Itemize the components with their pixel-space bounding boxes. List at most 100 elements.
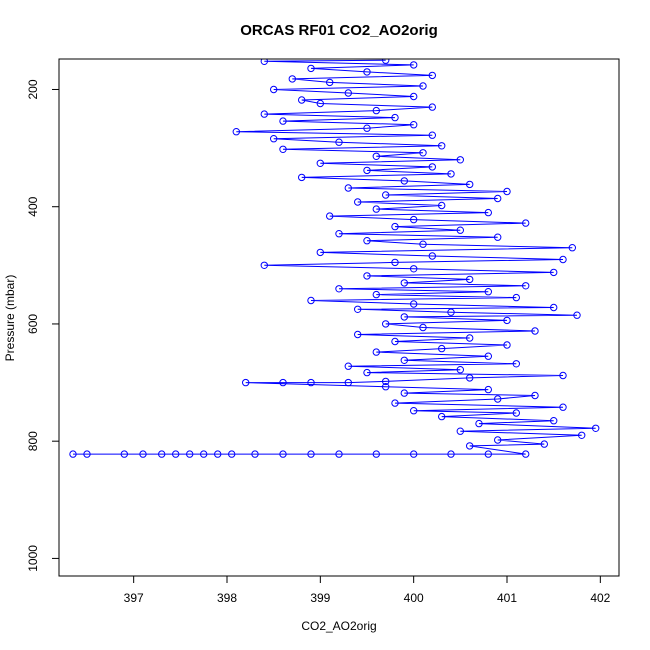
data-point [592, 424, 600, 432]
data-point [522, 282, 530, 290]
data-point [372, 205, 380, 213]
data-point [484, 208, 492, 217]
data-point [466, 334, 474, 342]
data-point [391, 258, 399, 267]
data-point [120, 450, 129, 458]
data-point [410, 215, 418, 224]
data-point [363, 368, 371, 377]
data-point [410, 300, 418, 308]
data-point [447, 450, 455, 458]
y-axis: 200 400 600 800 1000 [26, 79, 59, 572]
data-point [540, 440, 548, 448]
data-point [428, 71, 436, 80]
data-point [344, 362, 352, 370]
data-point [466, 275, 474, 284]
data-point [456, 427, 464, 435]
data-point [419, 240, 427, 248]
data-point [512, 409, 520, 417]
data-point [335, 450, 343, 458]
y-axis-label: Pressure (mbar) [3, 275, 17, 362]
y-tick-label: 400 [26, 196, 40, 216]
data-point [550, 417, 558, 425]
data-point [354, 305, 362, 313]
series-line [73, 59, 596, 455]
data-point [494, 395, 502, 403]
data-point [382, 383, 390, 391]
data-point [391, 337, 399, 346]
data-point [200, 450, 208, 458]
data-point [484, 288, 492, 296]
data-point [428, 103, 436, 111]
x-tick-label: 397 [124, 591, 144, 605]
x-tick-label: 400 [404, 591, 424, 605]
data-point [419, 149, 427, 157]
data-point [335, 230, 343, 238]
data-point [568, 244, 576, 252]
y-tick-label: 1000 [26, 545, 40, 572]
data-point [372, 450, 380, 458]
data-point [410, 92, 418, 101]
data-point [382, 320, 390, 328]
data-point [382, 191, 390, 199]
data-point [335, 285, 343, 293]
data-point [279, 378, 287, 387]
data-point [363, 68, 371, 76]
data-point [335, 138, 343, 146]
data-point [475, 419, 483, 428]
data-point [251, 450, 259, 458]
data-point [279, 450, 287, 458]
data-point [363, 124, 371, 132]
y-tick-label: 200 [26, 79, 40, 99]
x-tick-label: 398 [217, 591, 237, 605]
data-point [372, 348, 380, 356]
data-point [438, 201, 446, 210]
data-point [559, 403, 567, 411]
data-point [484, 352, 492, 360]
data-point [316, 248, 324, 257]
data-point [400, 177, 408, 185]
data-point [447, 170, 455, 178]
data-point [270, 85, 278, 94]
plot-frame [58, 58, 620, 577]
data-point [559, 255, 567, 264]
data-point [354, 198, 362, 206]
data-point [307, 450, 315, 458]
x-tick-label: 402 [590, 591, 610, 605]
data-point [484, 385, 492, 394]
data-point [410, 265, 418, 273]
data-point [531, 391, 539, 400]
data-point [242, 378, 250, 387]
data-point [391, 222, 399, 231]
data-point [400, 389, 408, 397]
data-point [419, 323, 427, 332]
data-point [503, 341, 511, 349]
data-point [550, 268, 558, 277]
data-point [456, 366, 464, 374]
data-point [428, 131, 436, 139]
data-point [466, 442, 474, 450]
data-point [372, 290, 380, 299]
x-tick-label: 401 [497, 591, 517, 605]
data-point [438, 142, 446, 150]
data-point [83, 450, 91, 458]
data-point [494, 233, 502, 241]
data-point [512, 360, 520, 368]
x-axis: 397 398 399 400 401 402 [124, 576, 611, 605]
data-point [372, 152, 380, 161]
data-point [382, 59, 390, 64]
data-point [494, 194, 502, 203]
data-point [307, 296, 315, 305]
data-point [279, 145, 287, 154]
data-point [363, 272, 371, 280]
data-point [214, 450, 222, 458]
data-point [232, 128, 241, 136]
data-point [484, 450, 492, 458]
data-point [391, 113, 399, 122]
data-point [573, 311, 581, 319]
data-point [260, 59, 268, 65]
data-point [503, 187, 511, 196]
data-point [363, 166, 371, 175]
data-point [400, 279, 408, 287]
data-point [410, 407, 418, 415]
